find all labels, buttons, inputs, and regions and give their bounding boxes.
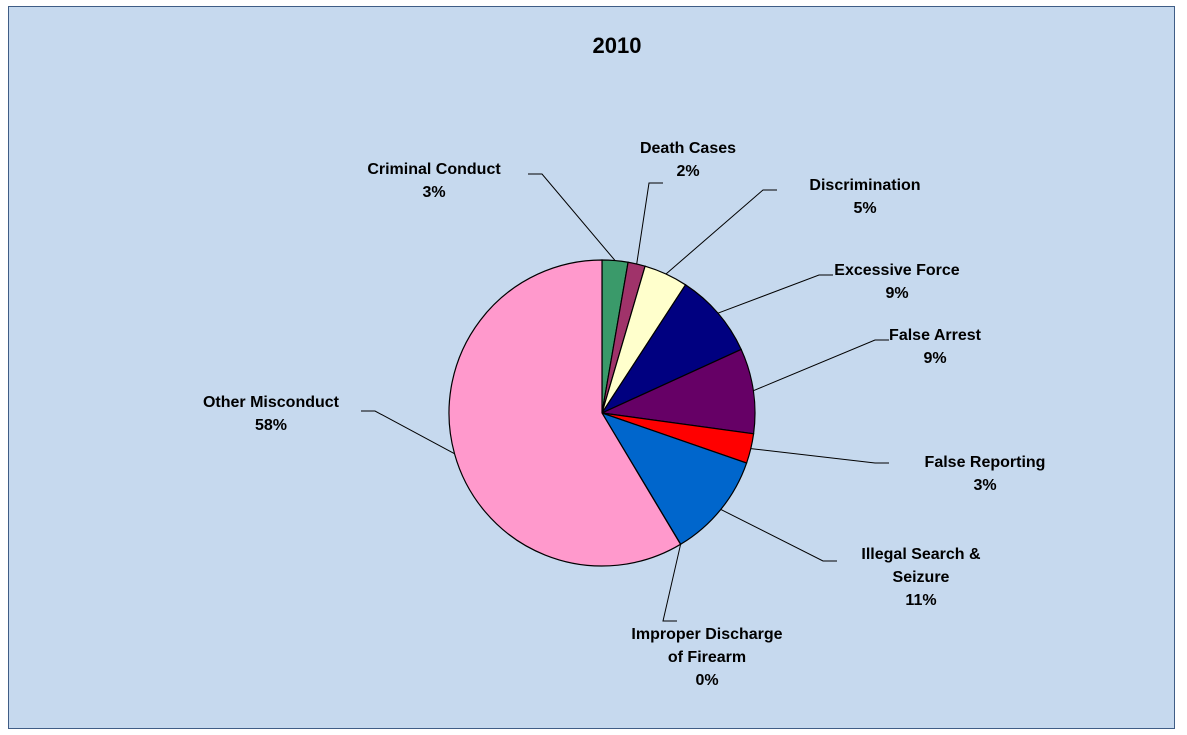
leader-line xyxy=(361,410,455,455)
slice-label: False Arrest 9% xyxy=(889,327,982,367)
pie-slice-other-misconduct xyxy=(448,259,682,567)
chart-area: 2010 Criminal Conduct 3% Death Cases 2% Disc… xyxy=(8,6,1175,729)
leader-line xyxy=(750,448,889,464)
pie-chart: 2010 Criminal Conduct 3% Death Cases 2% Disc… xyxy=(203,33,1046,689)
leader-line xyxy=(717,274,833,314)
slice-label: Illegal Search & Seizure 11% xyxy=(861,546,981,609)
leader-line xyxy=(665,189,777,275)
slice-label: False Reporting 3% xyxy=(925,454,1046,494)
leader-line xyxy=(662,544,682,622)
leader-line xyxy=(753,339,889,392)
chart-title: 2010 xyxy=(593,33,642,58)
slice-label: Death Cases 2% xyxy=(640,140,736,180)
slice-label: Discrimination 5% xyxy=(809,177,920,217)
slice-label: Excessive Force 9% xyxy=(834,262,960,302)
pie-slice-excessive-force xyxy=(600,283,742,415)
slice-label: Criminal Conduct 3% xyxy=(367,161,501,201)
pie-slice-false-arrest xyxy=(599,348,756,435)
leader-line xyxy=(636,182,663,265)
leader-line xyxy=(528,173,616,261)
pie-slice-illegal-search xyxy=(600,411,748,546)
leader-line xyxy=(720,508,837,562)
slice-label: Improper Discharge of Firearm 0% xyxy=(631,626,782,689)
slice-label: Other Misconduct 58% xyxy=(203,394,340,434)
